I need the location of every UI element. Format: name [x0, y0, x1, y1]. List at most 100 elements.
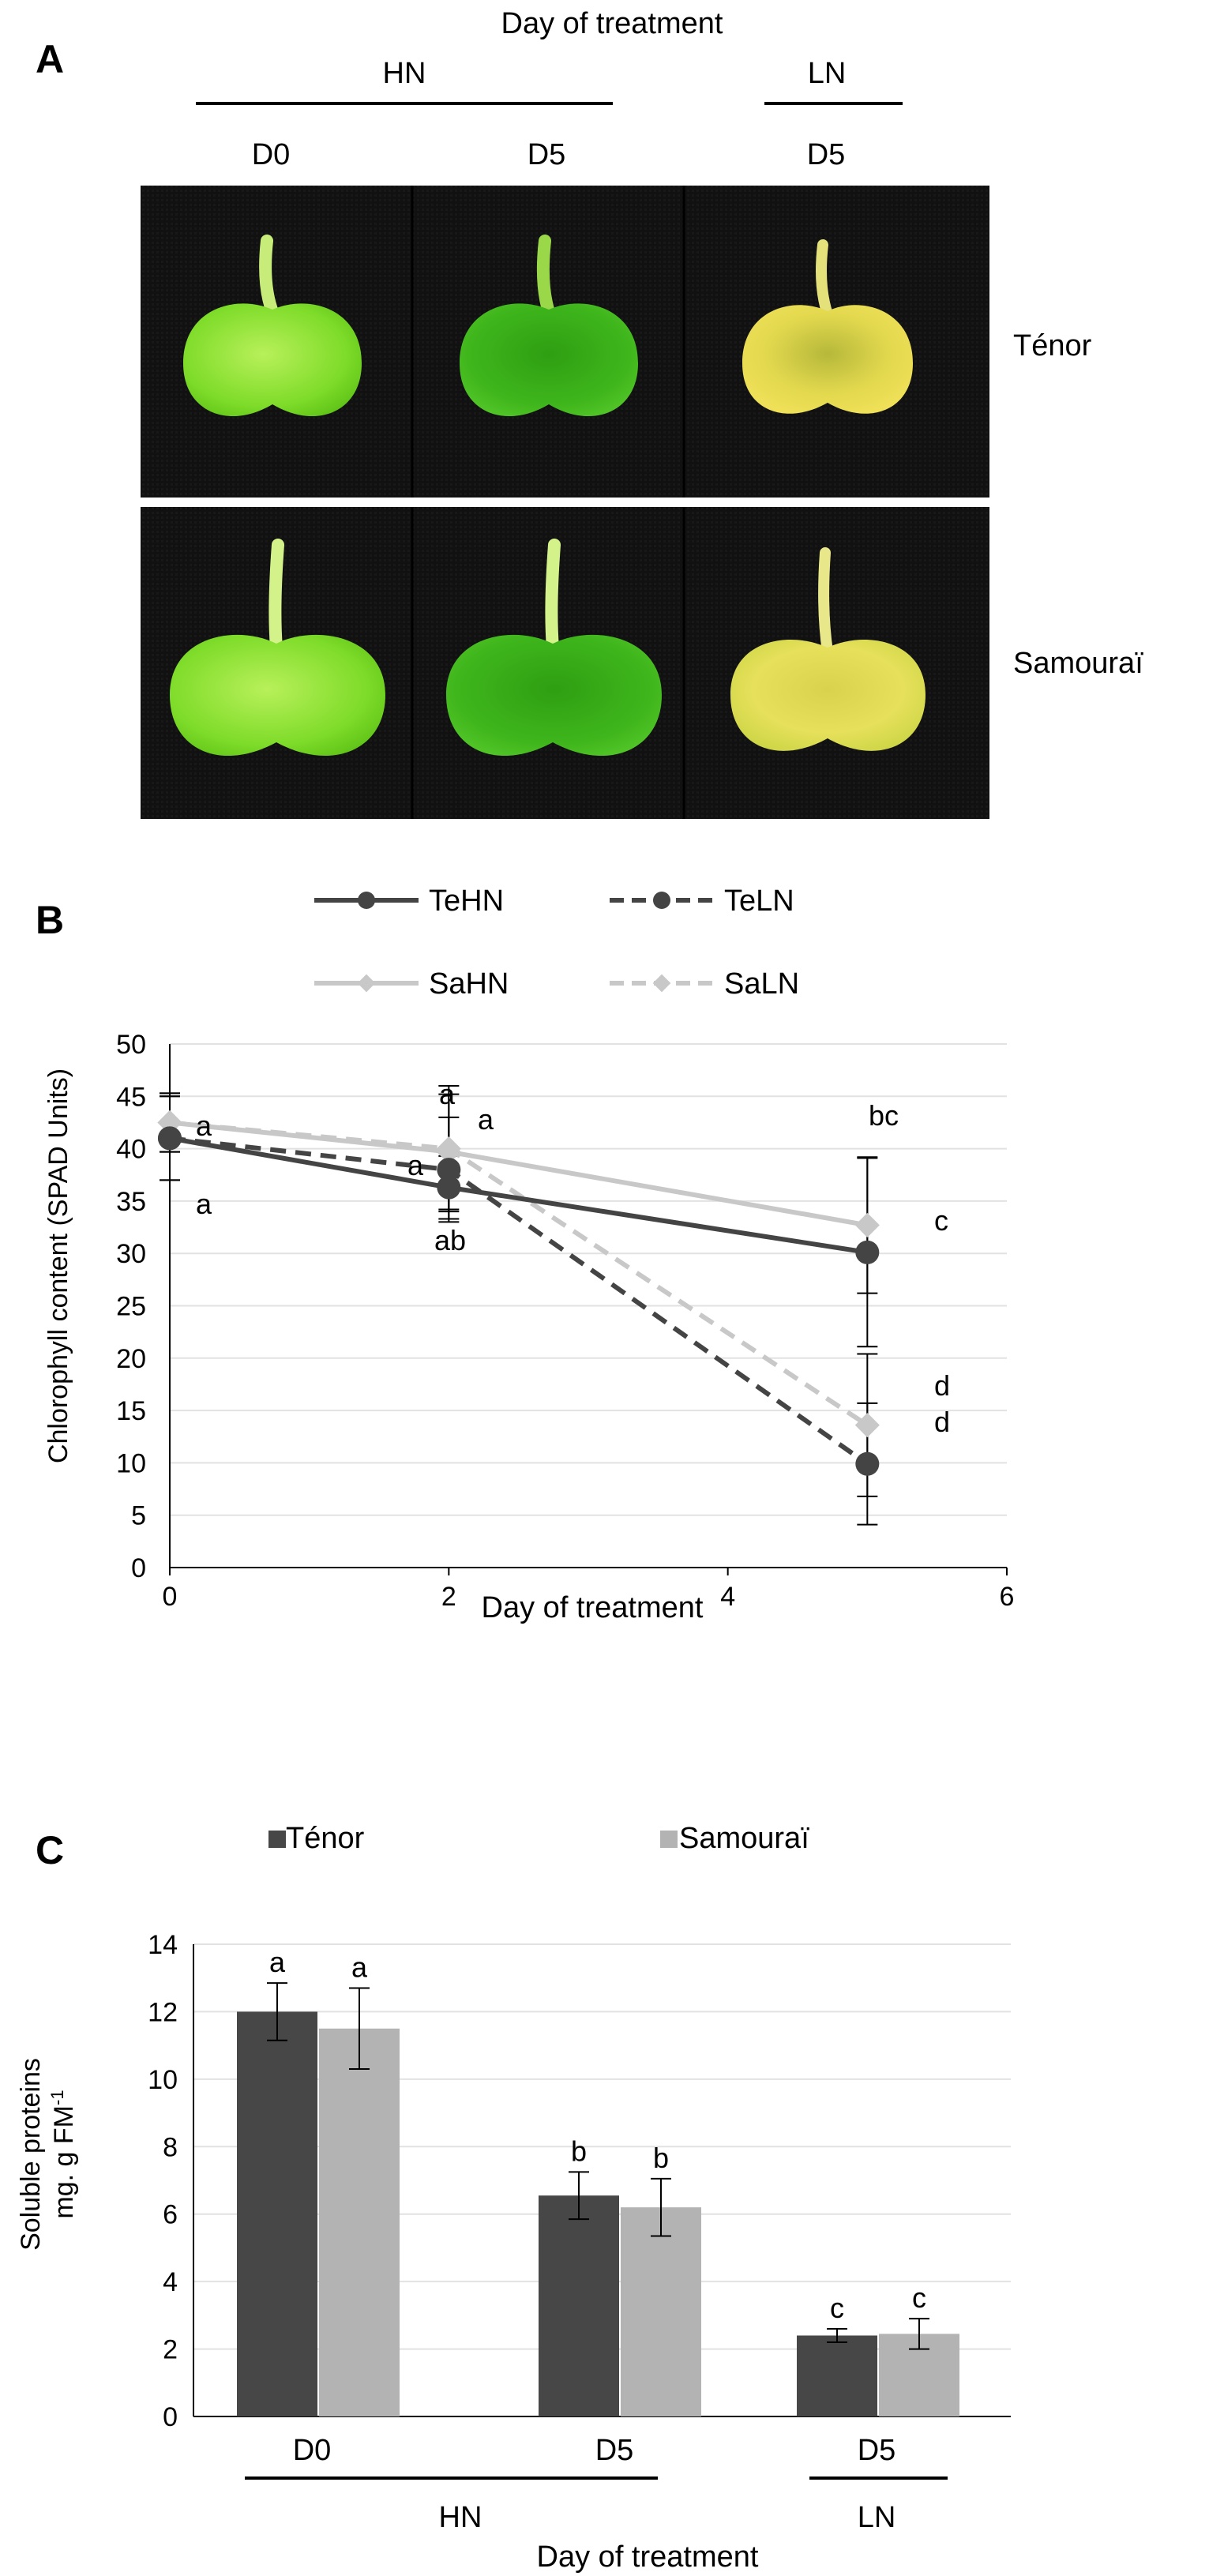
legend-entry-tehn: TeHN — [314, 884, 504, 918]
y-tick-label: 20 — [116, 1344, 146, 1374]
y-tick-label: 0 — [163, 2402, 178, 2432]
panel-b-ylabel: Chlorophyll content (SPAD Units) — [43, 1068, 73, 1463]
panel-c-label: C — [36, 1828, 64, 1872]
annot-d5-c: c — [934, 1204, 948, 1237]
bar-significance-letter: b — [653, 2142, 669, 2174]
point-sahn — [854, 1212, 880, 1237]
legend-label-teln: TeLN — [724, 884, 794, 918]
point-teln — [158, 1126, 182, 1151]
leaf-tenor-hn-d0 — [183, 235, 362, 417]
panel-c-bars: a a b b c c — [237, 1946, 959, 2416]
bar-error-bar — [267, 1982, 287, 2041]
legend-label-sahn: SaHN — [429, 967, 509, 1001]
bar-error-bar — [651, 2177, 671, 2237]
legend-label-tehn: TeHN — [429, 884, 504, 918]
annot-d0-top: a — [196, 1110, 212, 1142]
panel-a-col-label-3: D5 — [807, 138, 846, 171]
legend-label-tenor: Ténor — [286, 1822, 365, 1855]
point-teln — [855, 1451, 880, 1476]
legend-entry-teln: TeLN — [610, 884, 794, 918]
panel-b: B TeHN TeLN SaHN SaLN — [36, 884, 1014, 1624]
bar-samourai — [621, 2207, 701, 2416]
legend-entry-sahn: SaHN — [314, 967, 509, 1001]
x-tick-label: 2 — [441, 1582, 456, 1612]
panel-a-col-label-2: D5 — [528, 138, 566, 171]
panel-b-legend: TeHN TeLN SaHN SaLN — [314, 884, 799, 1001]
point-tehn — [437, 1175, 461, 1200]
panel-b-annotations: a a a a a ab bc c d d — [196, 1078, 950, 1438]
x-tick-label: 4 — [720, 1582, 735, 1612]
panel-c-ylabel-line1: Soluble proteins — [16, 2058, 46, 2251]
bar-error-bar — [349, 1987, 370, 2071]
panel-a-row-label-tenor: Ténor — [1013, 329, 1092, 362]
bar-tenor — [237, 2011, 317, 2416]
legend-label-samourai: Samouraï — [679, 1822, 809, 1855]
x-tick-label: 6 — [1000, 1582, 1015, 1612]
y-tick-label: 2 — [163, 2335, 178, 2365]
bar-significance-letter: c — [830, 2292, 844, 2324]
annot-d5-d1: d — [934, 1369, 950, 1402]
y-tick-label: 45 — [116, 1082, 146, 1112]
leaf-tenor-ln-d5 — [742, 239, 913, 414]
panel-c-ylabel-line2: mg. g FM-1 — [47, 2090, 79, 2218]
panel-c-xlabel: Day of treatment — [537, 2540, 759, 2574]
leaf-samourai-ln-d5 — [730, 547, 926, 751]
panel-c-group-ln: LN — [858, 2501, 896, 2534]
leaf-samourai-hn-d0 — [170, 539, 385, 757]
y-tick-label: 0 — [131, 1553, 146, 1583]
panel-c-xcat-3: D5 — [858, 2434, 896, 2467]
panel-c-ylabel-sup: -1 — [47, 2090, 67, 2105]
panel-c-y-ticks: 0 2 4 6 8 10 12 14 — [148, 1930, 178, 2432]
y-tick-label: 25 — [116, 1292, 146, 1322]
annot-d0-bottom: a — [196, 1188, 212, 1220]
y-tick-label: 8 — [163, 2132, 178, 2162]
y-tick-label: 50 — [116, 1030, 146, 1060]
bar-significance-letter: c — [912, 2281, 926, 2314]
panel-c-xcat-2: D5 — [595, 2434, 634, 2467]
series-line-saln — [169, 1120, 869, 1428]
series-line-sahn — [169, 1120, 868, 1228]
panel-c-ylabel-unit: mg. g FM — [49, 2105, 79, 2219]
panel-b-y-ticks: 0 5 10 15 20 25 30 35 40 45 50 — [116, 1030, 146, 1583]
legend-swatch-tenor — [268, 1831, 286, 1848]
panel-b-xlabel: Day of treatment — [482, 1591, 704, 1624]
y-tick-label: 10 — [116, 1448, 146, 1478]
legend-swatch-samourai — [660, 1831, 678, 1848]
panel-a: A Day of treatment HN LN D0 D5 D5 — [36, 7, 1143, 819]
y-tick-label: 5 — [131, 1501, 146, 1531]
panel-a-group-hn: HN — [383, 57, 426, 90]
annot-d2-bottom: ab — [434, 1224, 466, 1256]
point-teln — [437, 1158, 461, 1182]
point-saln — [854, 1413, 880, 1438]
y-tick-label: 35 — [116, 1187, 146, 1217]
panel-c-legend: Ténor Samouraï — [268, 1822, 809, 1855]
y-tick-label: 40 — [116, 1135, 146, 1165]
panel-b-x-ticks: 0 2 4 6 — [163, 1568, 1015, 1612]
panel-a-col-label-1: D0 — [252, 138, 291, 171]
legend-label-saln: SaLN — [724, 967, 799, 1001]
annot-d2-left: a — [407, 1149, 424, 1181]
annot-d5-d2: d — [934, 1406, 950, 1438]
y-tick-label: 30 — [116, 1239, 146, 1269]
y-tick-label: 15 — [116, 1396, 146, 1426]
bar-tenor — [539, 2195, 619, 2416]
bar-significance-letter: a — [351, 1951, 368, 1984]
series-line-teln — [169, 1136, 869, 1466]
annot-d5-top: bc — [869, 1099, 899, 1132]
y-tick-label: 10 — [148, 2065, 178, 2095]
panel-a-row-label-samourai: Samouraï — [1013, 647, 1143, 680]
bar-significance-letter: b — [571, 2135, 587, 2167]
annot-d2-top: a — [439, 1078, 456, 1110]
y-tick-label: 6 — [163, 2200, 178, 2230]
bar-significance-letter: a — [269, 1946, 286, 1978]
bar-tenor — [797, 2335, 877, 2416]
panel-c: C Ténor Samouraï Soluble proteins mg. g … — [16, 1822, 1011, 2574]
panel-c-xcat-1: D0 — [293, 2434, 332, 2467]
bar-error-bar — [909, 2318, 929, 2350]
panel-c-group-hn: HN — [439, 2501, 482, 2534]
point-saln — [436, 1136, 461, 1162]
x-tick-label: 0 — [163, 1582, 178, 1612]
legend-entry-saln: SaLN — [610, 967, 799, 1001]
panel-a-header: Day of treatment — [501, 7, 723, 40]
